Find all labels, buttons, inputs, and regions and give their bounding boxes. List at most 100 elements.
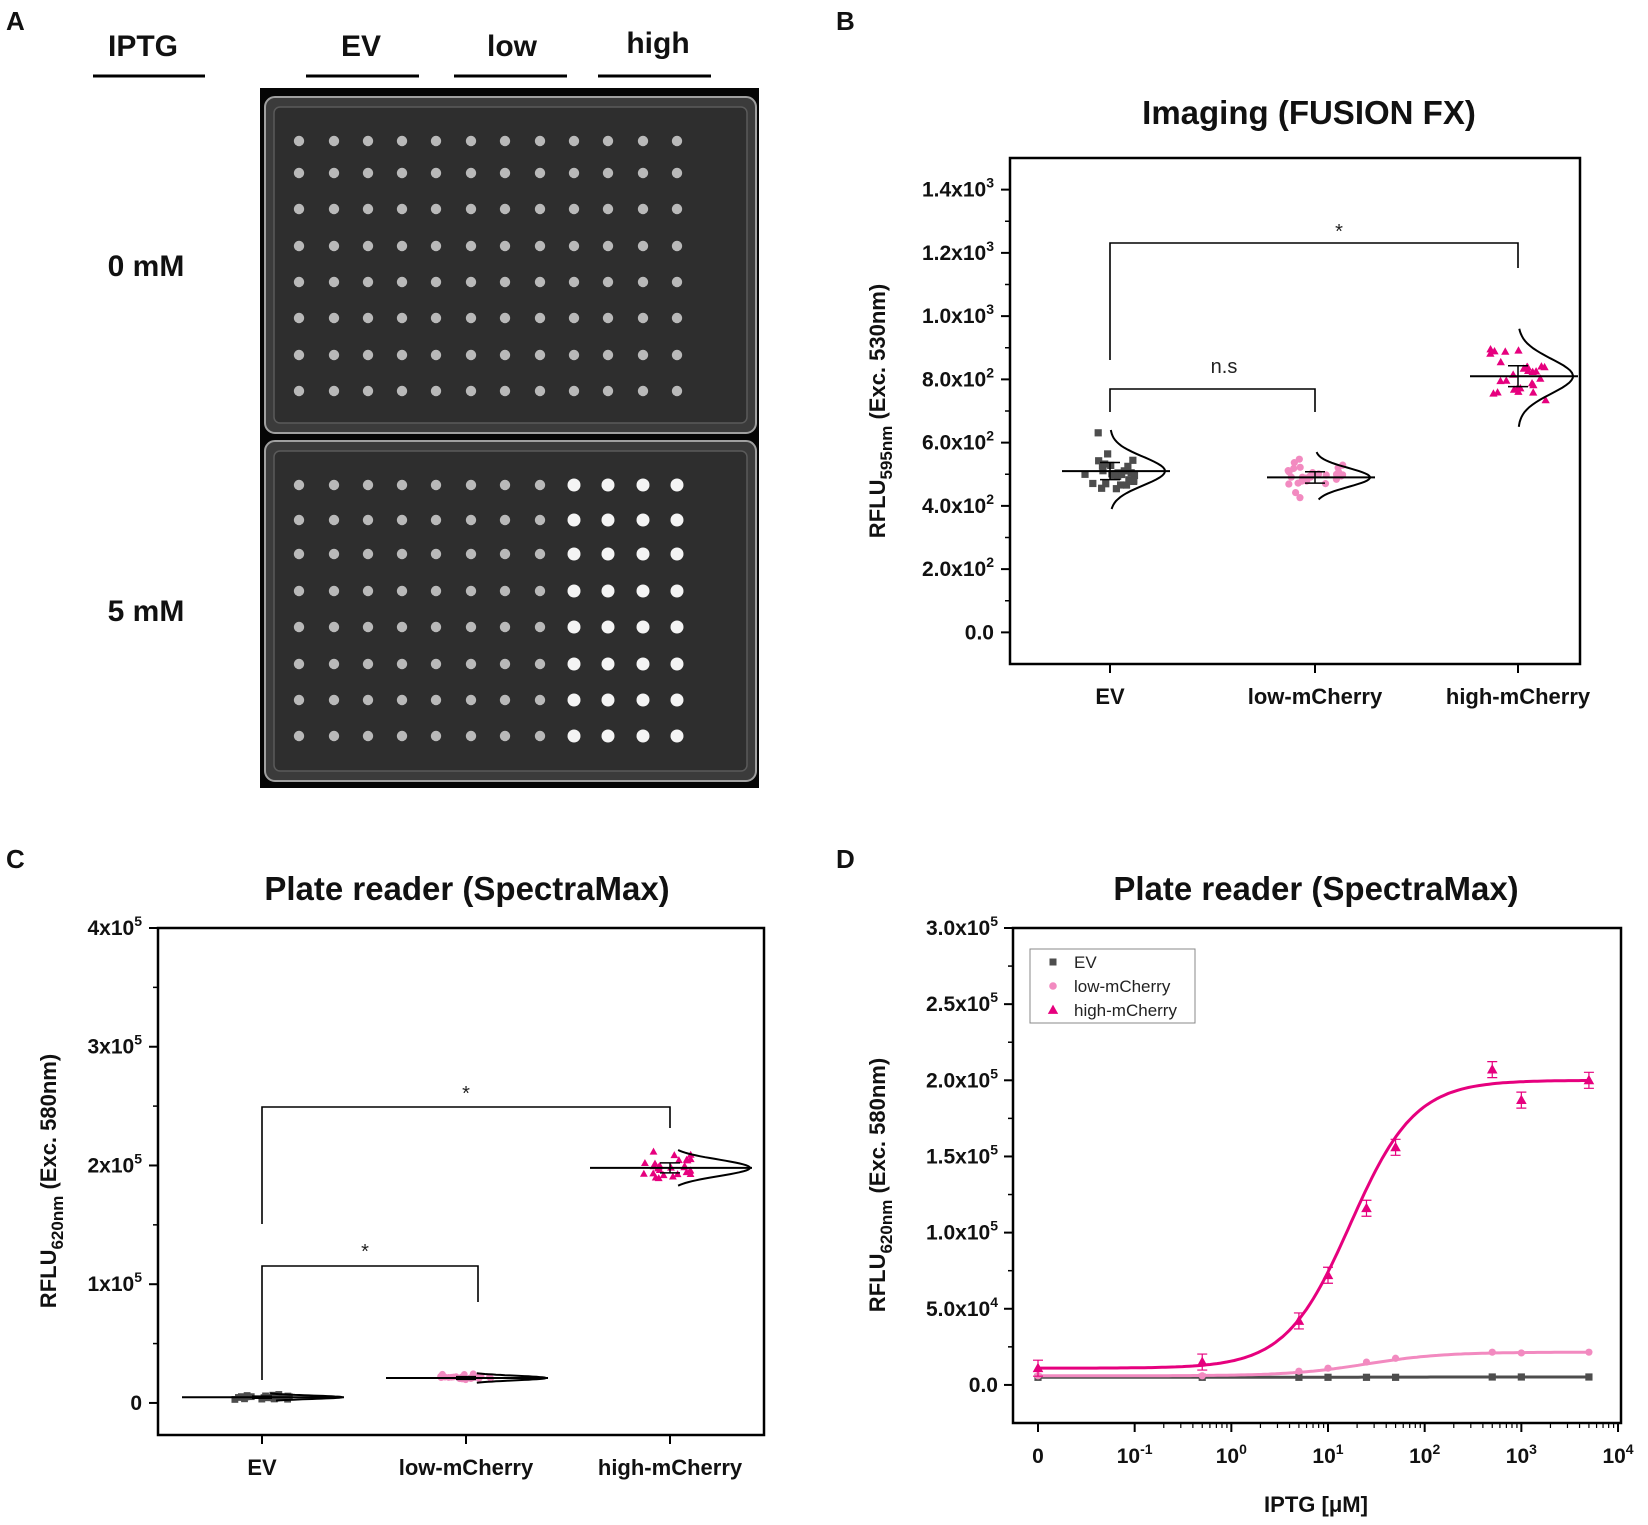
data-point: [1536, 374, 1545, 382]
distribution-curve: [677, 1149, 752, 1187]
y-tick-label: 4.0x102: [922, 491, 994, 518]
plate-well: [534, 203, 546, 215]
plate-well: [670, 584, 684, 598]
distribution-curve: [1517, 328, 1574, 427]
data-point-ev: [1362, 1373, 1371, 1381]
plate-well: [601, 547, 615, 561]
legend-box: [1029, 948, 1196, 1024]
plate-well: [637, 167, 649, 179]
plate-well: [636, 729, 650, 743]
plate-well: [362, 240, 374, 252]
plate-well: [671, 240, 683, 252]
chart-d-y-axis-label: RFLU620nm (Exc. 580nm): [865, 1058, 896, 1312]
plate-well: [465, 349, 477, 361]
data-point-ev: [1391, 1373, 1400, 1381]
legend-high-marker: [1047, 1004, 1059, 1014]
plate-well: [534, 385, 546, 397]
plate-well: [499, 276, 511, 288]
y-tick-label: 1.0x103: [922, 301, 994, 328]
x-category-label: EV: [247, 1455, 277, 1480]
chart-b-plot-frame: [1008, 156, 1582, 666]
plate-well: [465, 312, 477, 324]
chart-d-ylabel-sub: 620nm: [877, 1200, 896, 1254]
data-point: [1519, 364, 1528, 372]
plate-well: [362, 548, 374, 560]
data-point-ev: [1488, 1373, 1496, 1381]
sd-whisker: [252, 1395, 272, 1400]
plate-well: [430, 548, 442, 560]
plate-well: [567, 547, 581, 561]
panel-d: D Plate reader (SpectraMax) RFLU620nm (E…: [836, 844, 1634, 1517]
panel-a: A IPTG EV low high 0 mM 5 mM: [6, 6, 759, 788]
data-point: [1529, 388, 1538, 396]
panel-label-b: B: [836, 6, 855, 36]
plate-well: [430, 203, 442, 215]
x-tick-label: 0: [1032, 1445, 1044, 1468]
plate-well: [362, 694, 374, 706]
group-ev-label: EV: [341, 30, 381, 63]
plate-well: [534, 479, 546, 491]
plate-well: [671, 203, 683, 215]
plate-well: [670, 547, 684, 561]
y-tick-label: 3.0x105: [926, 913, 998, 940]
chart-b-sig-star: *: [1335, 221, 1343, 243]
data-point-ev: [1295, 1373, 1303, 1381]
data-point: [1486, 345, 1495, 353]
data-point: [1130, 476, 1138, 484]
plate-5mm-inner: [273, 450, 748, 772]
data-point-high: [1322, 1269, 1334, 1280]
data-point-low: [1391, 1354, 1400, 1362]
plate-well: [396, 240, 408, 252]
plate-well: [534, 240, 546, 252]
plate-well: [637, 203, 649, 215]
distribution-curve: [476, 1372, 549, 1384]
plate-well: [396, 658, 408, 670]
data-point-ev: [1585, 1373, 1593, 1381]
data-point: [1321, 480, 1330, 488]
plate-well: [328, 479, 340, 491]
plate-well: [534, 585, 546, 597]
data-point: [1285, 468, 1293, 476]
plate-well: [499, 135, 511, 147]
y-tick-label: 6.0x102: [922, 428, 994, 455]
plate-well: [602, 203, 614, 215]
plate-well: [534, 349, 546, 361]
plate-well: [671, 167, 683, 179]
plate-well: [396, 203, 408, 215]
plate-well: [670, 729, 684, 743]
plate-well: [396, 167, 408, 179]
y-tick-label: 1.5x105: [926, 1141, 998, 1168]
plate-well: [465, 385, 477, 397]
data-point: [1294, 479, 1302, 487]
plate-well: [534, 167, 546, 179]
sd-whisker: [660, 1162, 680, 1174]
data-point: [1125, 476, 1133, 484]
plate-well: [602, 276, 614, 288]
plate-well: [637, 312, 649, 324]
plate-well: [362, 167, 374, 179]
data-point: [651, 1173, 660, 1181]
plate-well: [568, 203, 580, 215]
plate-well: [396, 514, 408, 526]
plate-well: [328, 349, 340, 361]
plate-well: [430, 694, 442, 706]
plate-0mm: [264, 96, 757, 434]
plate-well: [293, 514, 305, 526]
plate-well: [430, 385, 442, 397]
plate-well: [362, 730, 374, 742]
data-point-low: [1198, 1372, 1206, 1380]
plate-well: [293, 167, 305, 179]
data-point-ev: [1324, 1373, 1332, 1381]
data-point: [1296, 494, 1304, 502]
plate-well: [396, 730, 408, 742]
plate-well: [293, 730, 305, 742]
x-tick-label: 102: [1409, 1441, 1440, 1468]
plate-well: [534, 694, 546, 706]
plate-well: [636, 693, 650, 707]
plate-well: [567, 478, 581, 492]
plate-well: [636, 513, 650, 527]
plate-well: [568, 276, 580, 288]
plate-well: [328, 240, 340, 252]
data-point: [1116, 481, 1125, 489]
plate-well: [602, 349, 614, 361]
